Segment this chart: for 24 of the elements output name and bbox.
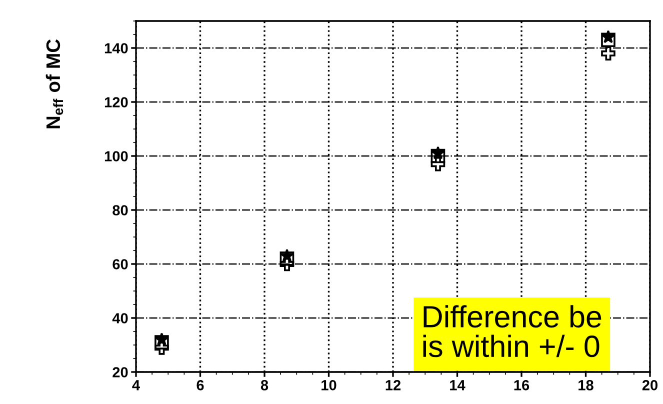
x-tick-label: 20 — [642, 380, 658, 390]
y-tick-label: 140 — [104, 43, 128, 54]
y-axis-title: N$_{eff}$ of MC — [46, 39, 64, 128]
y-tick-label: 120 — [104, 97, 128, 108]
y-tick-label: 40 — [112, 313, 128, 324]
point — [430, 148, 446, 164]
x-tick-label: 4 — [132, 380, 140, 390]
x-tick-label: 18 — [578, 380, 594, 390]
x-tick-label: 10 — [322, 380, 336, 390]
point — [601, 46, 616, 61]
point — [154, 335, 169, 350]
x-tick-label: 14 — [450, 380, 466, 390]
x-tick-label: 12 — [386, 380, 401, 390]
point — [430, 156, 446, 172]
y-tick-label: 80 — [112, 205, 128, 216]
y-tick-label: 60 — [112, 259, 128, 270]
x-tick-label: 6 — [196, 380, 204, 390]
x-tick-label: 16 — [514, 380, 530, 390]
point — [601, 32, 616, 48]
point — [280, 251, 294, 266]
annotation: Difference be is within +/- 0 — [423, 305, 602, 358]
x-tick-label: 8 — [260, 380, 268, 390]
y-tick-label: 20 — [112, 367, 128, 378]
y-tick-label: 100 — [104, 151, 128, 162]
